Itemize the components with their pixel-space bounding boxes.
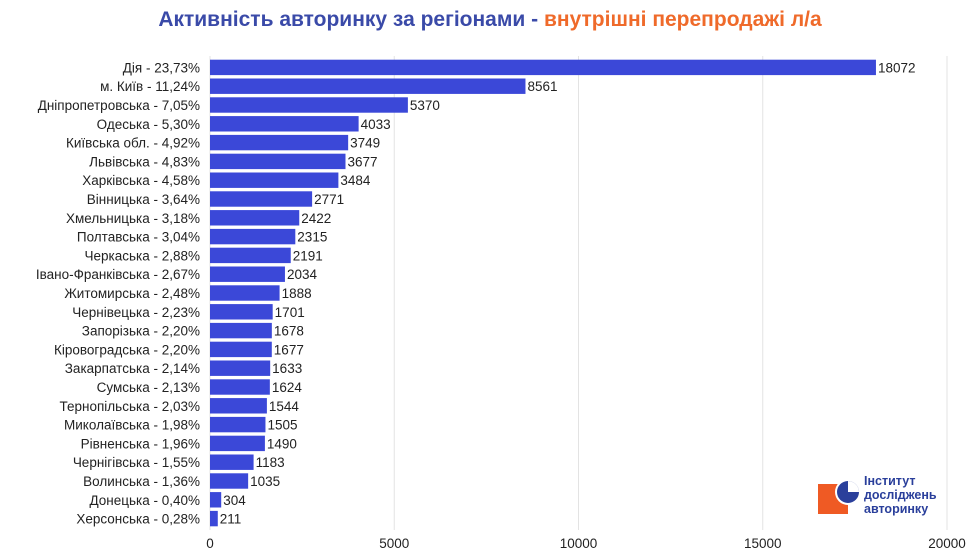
value-label: 3677	[347, 154, 377, 169]
value-label: 2771	[314, 192, 344, 207]
value-label: 1035	[250, 474, 280, 489]
bar	[210, 191, 313, 207]
value-label: 2422	[301, 211, 331, 226]
bar	[210, 416, 266, 433]
category-label: Івано-Франківська - 2,67%	[36, 267, 200, 282]
bar	[210, 473, 249, 489]
chart-title: Активність авторинку за регіонами - внут…	[0, 8, 980, 32]
category-label: Миколаївська - 1,98%	[64, 418, 200, 433]
value-label: 304	[223, 493, 246, 508]
x-tick-label: 10000	[560, 536, 598, 551]
value-label: 211	[220, 512, 242, 527]
category-label: Херсонська - 0,28%	[76, 512, 200, 527]
category-label: Хмельницька - 3,18%	[66, 211, 200, 226]
chart-title-main: Активність авторинку за регіонами -	[158, 8, 544, 31]
value-label: 1490	[267, 436, 297, 451]
x-tick-label: 20000	[928, 536, 966, 551]
bar	[210, 97, 408, 113]
value-label: 2034	[287, 267, 318, 282]
category-label: Запорізька - 2,20%	[82, 324, 200, 339]
value-label: 2191	[293, 248, 323, 263]
value-label: 1633	[272, 361, 302, 376]
category-label: Київська обл. - 4,92%	[66, 136, 200, 151]
category-label: Закарпатська - 2,14%	[65, 361, 200, 376]
category-label: Полтавська - 3,04%	[77, 230, 200, 245]
bar	[210, 398, 267, 414]
category-label: Черкаська - 2,88%	[85, 248, 201, 263]
bar	[210, 247, 291, 264]
value-label: 4033	[361, 117, 391, 132]
bar	[210, 492, 222, 508]
logo-line-3: авторинку	[864, 502, 929, 516]
value-label: 1678	[274, 324, 304, 339]
ticks-layer: 0 5000 10000 15000 20000	[206, 536, 966, 551]
logo-line-1: Інститут	[864, 474, 916, 488]
bar	[210, 172, 339, 188]
category-label: Чернігівська - 1,55%	[73, 455, 200, 470]
bar	[210, 285, 280, 301]
bar	[210, 153, 346, 170]
category-label: Рівненська - 1,96%	[81, 436, 200, 451]
value-label: 18072	[878, 60, 916, 75]
bar	[210, 341, 272, 358]
value-label: 1701	[275, 305, 305, 320]
bar	[210, 210, 300, 226]
value-label: 8561	[527, 79, 557, 94]
bar	[210, 360, 271, 376]
bar	[210, 435, 265, 452]
chart-title-accent: внутрішні перепродажі л/а	[543, 8, 822, 31]
category-label: м. Київ - 11,24%	[100, 79, 200, 94]
bar	[210, 228, 296, 245]
value-label: 1505	[267, 418, 297, 433]
bar	[210, 59, 876, 76]
category-label: Кіровоградська - 2,20%	[54, 342, 200, 357]
value-label: 3749	[350, 136, 380, 151]
bar	[210, 454, 254, 470]
x-tick-label: 0	[206, 536, 214, 551]
logo-line-2: досліджень	[864, 488, 937, 502]
bar	[210, 266, 285, 282]
value-label: 1183	[256, 455, 285, 470]
category-label: Дніпропетровська - 7,05%	[38, 98, 200, 113]
value-label: 5370	[410, 98, 440, 113]
bar	[210, 116, 359, 132]
logo-icon	[818, 479, 861, 514]
logo-text: Інститут досліджень авторинку	[864, 474, 937, 516]
category-label: Тернопільська - 2,03%	[60, 399, 200, 414]
value-label: 2315	[297, 230, 327, 245]
bars-layer	[210, 59, 876, 527]
labels-layer: Дія - 23,73% 18072 м. Київ - 11,24% 8561 Дні…	[36, 60, 916, 526]
value-label: 1624	[272, 380, 303, 395]
category-label: Харківська - 4,58%	[82, 173, 200, 188]
category-label: Чернівецька - 2,23%	[72, 305, 200, 320]
institute-logo: Інститут досліджень авторинку	[818, 470, 958, 522]
category-label: Житомирська - 2,48%	[64, 286, 200, 301]
x-tick-label: 15000	[744, 536, 782, 551]
bar	[210, 510, 218, 527]
x-tick-label: 5000	[379, 536, 409, 551]
bar	[210, 134, 349, 151]
value-label: 1677	[274, 342, 304, 357]
value-label: 1888	[282, 286, 312, 301]
value-label: 1544	[269, 399, 300, 414]
bar	[210, 304, 273, 320]
category-label: Дія - 23,73%	[123, 60, 200, 75]
category-label: Одеська - 5,30%	[97, 117, 200, 132]
category-label: Сумська - 2,13%	[97, 380, 200, 395]
value-label: 3484	[340, 173, 371, 188]
category-label: Волинська - 1,36%	[83, 474, 200, 489]
category-label: Львівська - 4,83%	[89, 154, 200, 169]
category-label: Донецька - 0,40%	[89, 493, 200, 508]
bar	[210, 322, 272, 339]
category-label: Вінницька - 3,64%	[87, 192, 200, 207]
bar	[210, 78, 526, 94]
bar	[210, 379, 270, 395]
